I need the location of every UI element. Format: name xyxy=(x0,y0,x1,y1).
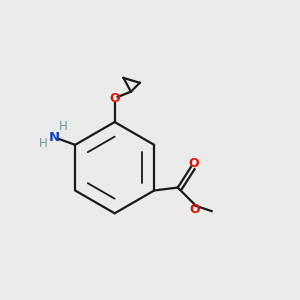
Text: O: O xyxy=(188,158,199,170)
Text: O: O xyxy=(190,202,200,215)
Text: H: H xyxy=(38,137,47,151)
Text: H: H xyxy=(58,120,67,133)
Text: O: O xyxy=(110,92,120,105)
Text: N: N xyxy=(49,131,60,144)
